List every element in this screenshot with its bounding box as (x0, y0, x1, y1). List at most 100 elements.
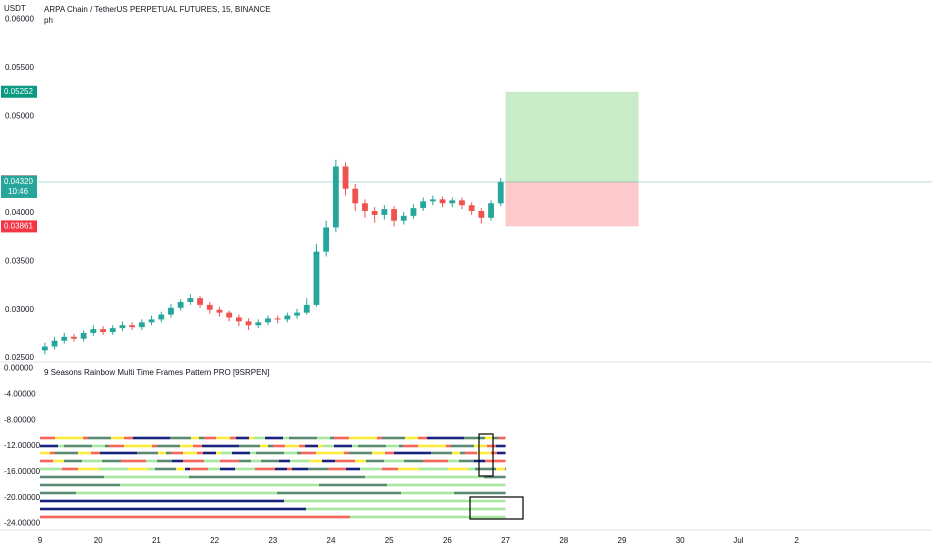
indicator-segment (283, 436, 289, 440)
indicator-segment (493, 436, 498, 440)
candle-body (168, 307, 174, 315)
indicator-segment (328, 459, 335, 463)
indicator-segment (360, 467, 365, 471)
highlight-box (478, 433, 494, 477)
indicator-segment (152, 444, 157, 448)
indicator-segment (471, 483, 506, 487)
indicator-segment (375, 459, 384, 463)
indicator-segment (40, 515, 86, 519)
indicator-segment (446, 444, 451, 448)
indicator-segment (166, 451, 171, 455)
indicator-segment (398, 475, 447, 479)
candle-body (80, 332, 87, 339)
y-tick-label: 0.05500 (5, 63, 34, 72)
x-tick-label: 30 (676, 536, 685, 545)
indicator-segment (314, 515, 350, 519)
indicator-segment (40, 507, 89, 511)
indicator-segment (459, 459, 474, 463)
indicator-segment (78, 451, 91, 455)
indicator-segment (382, 436, 395, 440)
candle-body (51, 340, 58, 347)
y-tick-label: 0.05000 (5, 111, 34, 120)
indicator-segment (157, 444, 170, 448)
indicator-segment (82, 459, 88, 463)
price-tag-bg (1, 85, 37, 98)
indicator-segment (346, 467, 360, 471)
candle-body (294, 312, 300, 316)
indicator-segment (196, 507, 251, 511)
candle-body (449, 200, 456, 204)
indicator-segment (396, 499, 426, 503)
indicator-segment (219, 444, 239, 448)
indicator-segment (250, 483, 319, 487)
indicator-segment (232, 451, 250, 455)
indicator-segment (390, 459, 404, 463)
indicator-segment (372, 451, 385, 455)
indicator-segment (158, 451, 166, 455)
indicator-segment (190, 467, 208, 471)
indicator-segment (64, 459, 73, 463)
indicator-segment (505, 467, 506, 471)
indicator-segment (491, 451, 497, 455)
indicator-segment (214, 491, 277, 495)
price-tag: 0.03861 (4, 222, 33, 231)
indicator-segment (448, 459, 459, 463)
indicator-segment (382, 467, 398, 471)
indicator-segment (230, 436, 236, 440)
x-tick-label: 25 (385, 536, 394, 545)
indicator-segment (452, 451, 460, 455)
y-tick-label: 0.06000 (5, 14, 34, 23)
indicator-segment (91, 451, 100, 455)
indicator-segment (197, 451, 203, 455)
indicator-tick-label: -8.00000 (4, 415, 36, 424)
indicator-segment (93, 467, 99, 471)
indicator-segment (362, 451, 372, 455)
indicator-segment (155, 467, 169, 471)
indicator-segment (404, 459, 423, 463)
indicator-segment (204, 436, 216, 440)
indicator-segment (235, 467, 255, 471)
indicator-segment (191, 436, 199, 440)
indicator-segment (204, 459, 220, 463)
y-tick-label: 0.03500 (5, 256, 34, 265)
indicator-segment (185, 467, 190, 471)
candle-body (352, 188, 359, 204)
indicator-segment (254, 436, 265, 440)
indicator-segment (423, 459, 434, 463)
indicator-segment (117, 451, 137, 455)
indicator-segment (180, 444, 193, 448)
indicator-segment (365, 467, 382, 471)
candle-body (158, 314, 165, 320)
indicator-segment (120, 483, 193, 487)
indicator-tick-label: -20.00000 (4, 493, 41, 502)
indicator-segment (159, 499, 197, 503)
indicator-segment (349, 451, 362, 455)
indicator-segment (284, 499, 339, 503)
x-tick-label: 24 (327, 536, 336, 545)
candle-body (61, 336, 68, 341)
indicator-segment (250, 451, 256, 455)
indicator-segment (146, 459, 157, 463)
indicator-segment (395, 436, 405, 440)
indicator-segment (220, 459, 239, 463)
candle-body (381, 209, 388, 215)
indicator-segment (88, 436, 101, 440)
indicator-tick-label: 0.00000 (4, 364, 33, 373)
indicator-segment (344, 451, 349, 455)
indicator-segment (496, 444, 506, 448)
indicator-segment (328, 467, 336, 471)
x-tick-label: 28 (559, 536, 568, 545)
indicator-segment (40, 483, 120, 487)
candle-body (303, 304, 310, 313)
indicator-segment (268, 444, 273, 448)
candle-body (410, 208, 417, 216)
x-tick-label: 29 (618, 536, 627, 545)
indicator-segment (128, 467, 148, 471)
candle-body (488, 203, 494, 218)
candle-body (284, 315, 291, 320)
indicator-segment (170, 444, 180, 448)
candle-body (245, 321, 252, 326)
indicator-segment (387, 483, 420, 487)
candle-body (187, 298, 194, 302)
indicator-segment (465, 451, 477, 455)
